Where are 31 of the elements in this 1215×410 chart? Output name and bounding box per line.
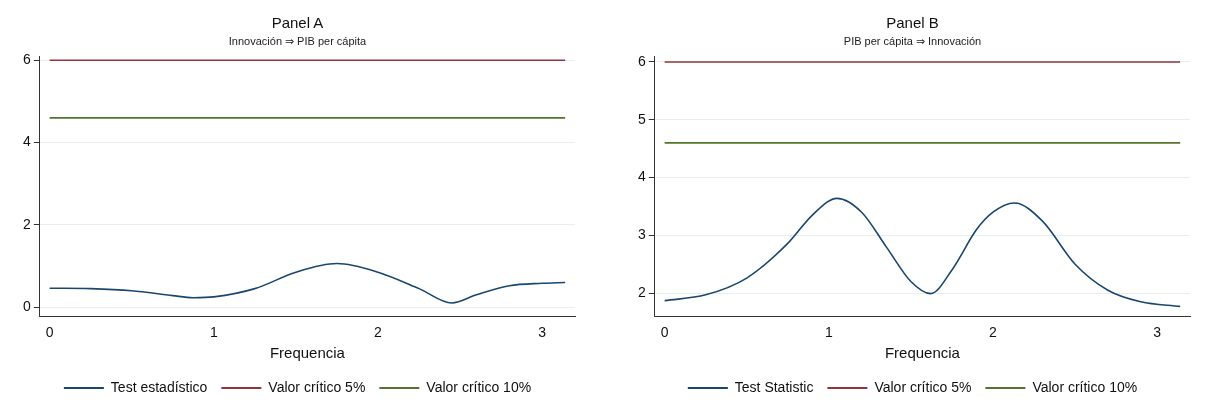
legend-label: Valor crítico 10% bbox=[1032, 378, 1138, 395]
y-tick-label: 4 bbox=[637, 168, 646, 185]
y-tick-label: 4 bbox=[22, 133, 31, 150]
y-tick-label: 5 bbox=[637, 110, 646, 127]
chart-title: Panel A bbox=[271, 14, 324, 32]
x-axis-title: Frequencia bbox=[269, 344, 346, 362]
y-tick-label: 0 bbox=[22, 298, 31, 315]
x-tick-label: 0 bbox=[660, 324, 669, 341]
legend-label: Test estadístico bbox=[110, 378, 208, 395]
y-tick-label: 2 bbox=[22, 215, 31, 232]
legend-label: Valor crítico 5% bbox=[874, 378, 972, 395]
line-series bbox=[48, 262, 566, 304]
chart-title: Panel B bbox=[886, 14, 939, 32]
x-tick-label: 3 bbox=[538, 324, 547, 341]
x-tick-label: 1 bbox=[209, 324, 218, 341]
chart-subtitle: PIB per cápita ⇒ Innovación bbox=[843, 34, 982, 47]
x-tick-label: 2 bbox=[374, 324, 383, 341]
x-tick-label: 0 bbox=[45, 324, 54, 341]
x-tick-label: 3 bbox=[1153, 324, 1162, 341]
chart-subtitle: Innovación ⇒ PIB per cápita bbox=[228, 34, 368, 47]
x-tick-label: 2 bbox=[989, 324, 998, 341]
legend-label: Test Statistic bbox=[734, 378, 814, 395]
legend-label: Valor crítico 5% bbox=[268, 378, 366, 395]
x-tick-label: 1 bbox=[824, 324, 833, 341]
x-axis-title: Frequencia bbox=[884, 344, 961, 362]
y-tick-label: 3 bbox=[637, 226, 646, 243]
line-series bbox=[663, 197, 1181, 308]
legend-label: Valor crítico 10% bbox=[426, 378, 532, 395]
y-tick-label: 2 bbox=[637, 283, 646, 300]
y-tick-label: 6 bbox=[637, 52, 646, 69]
y-tick-label: 6 bbox=[22, 51, 31, 68]
